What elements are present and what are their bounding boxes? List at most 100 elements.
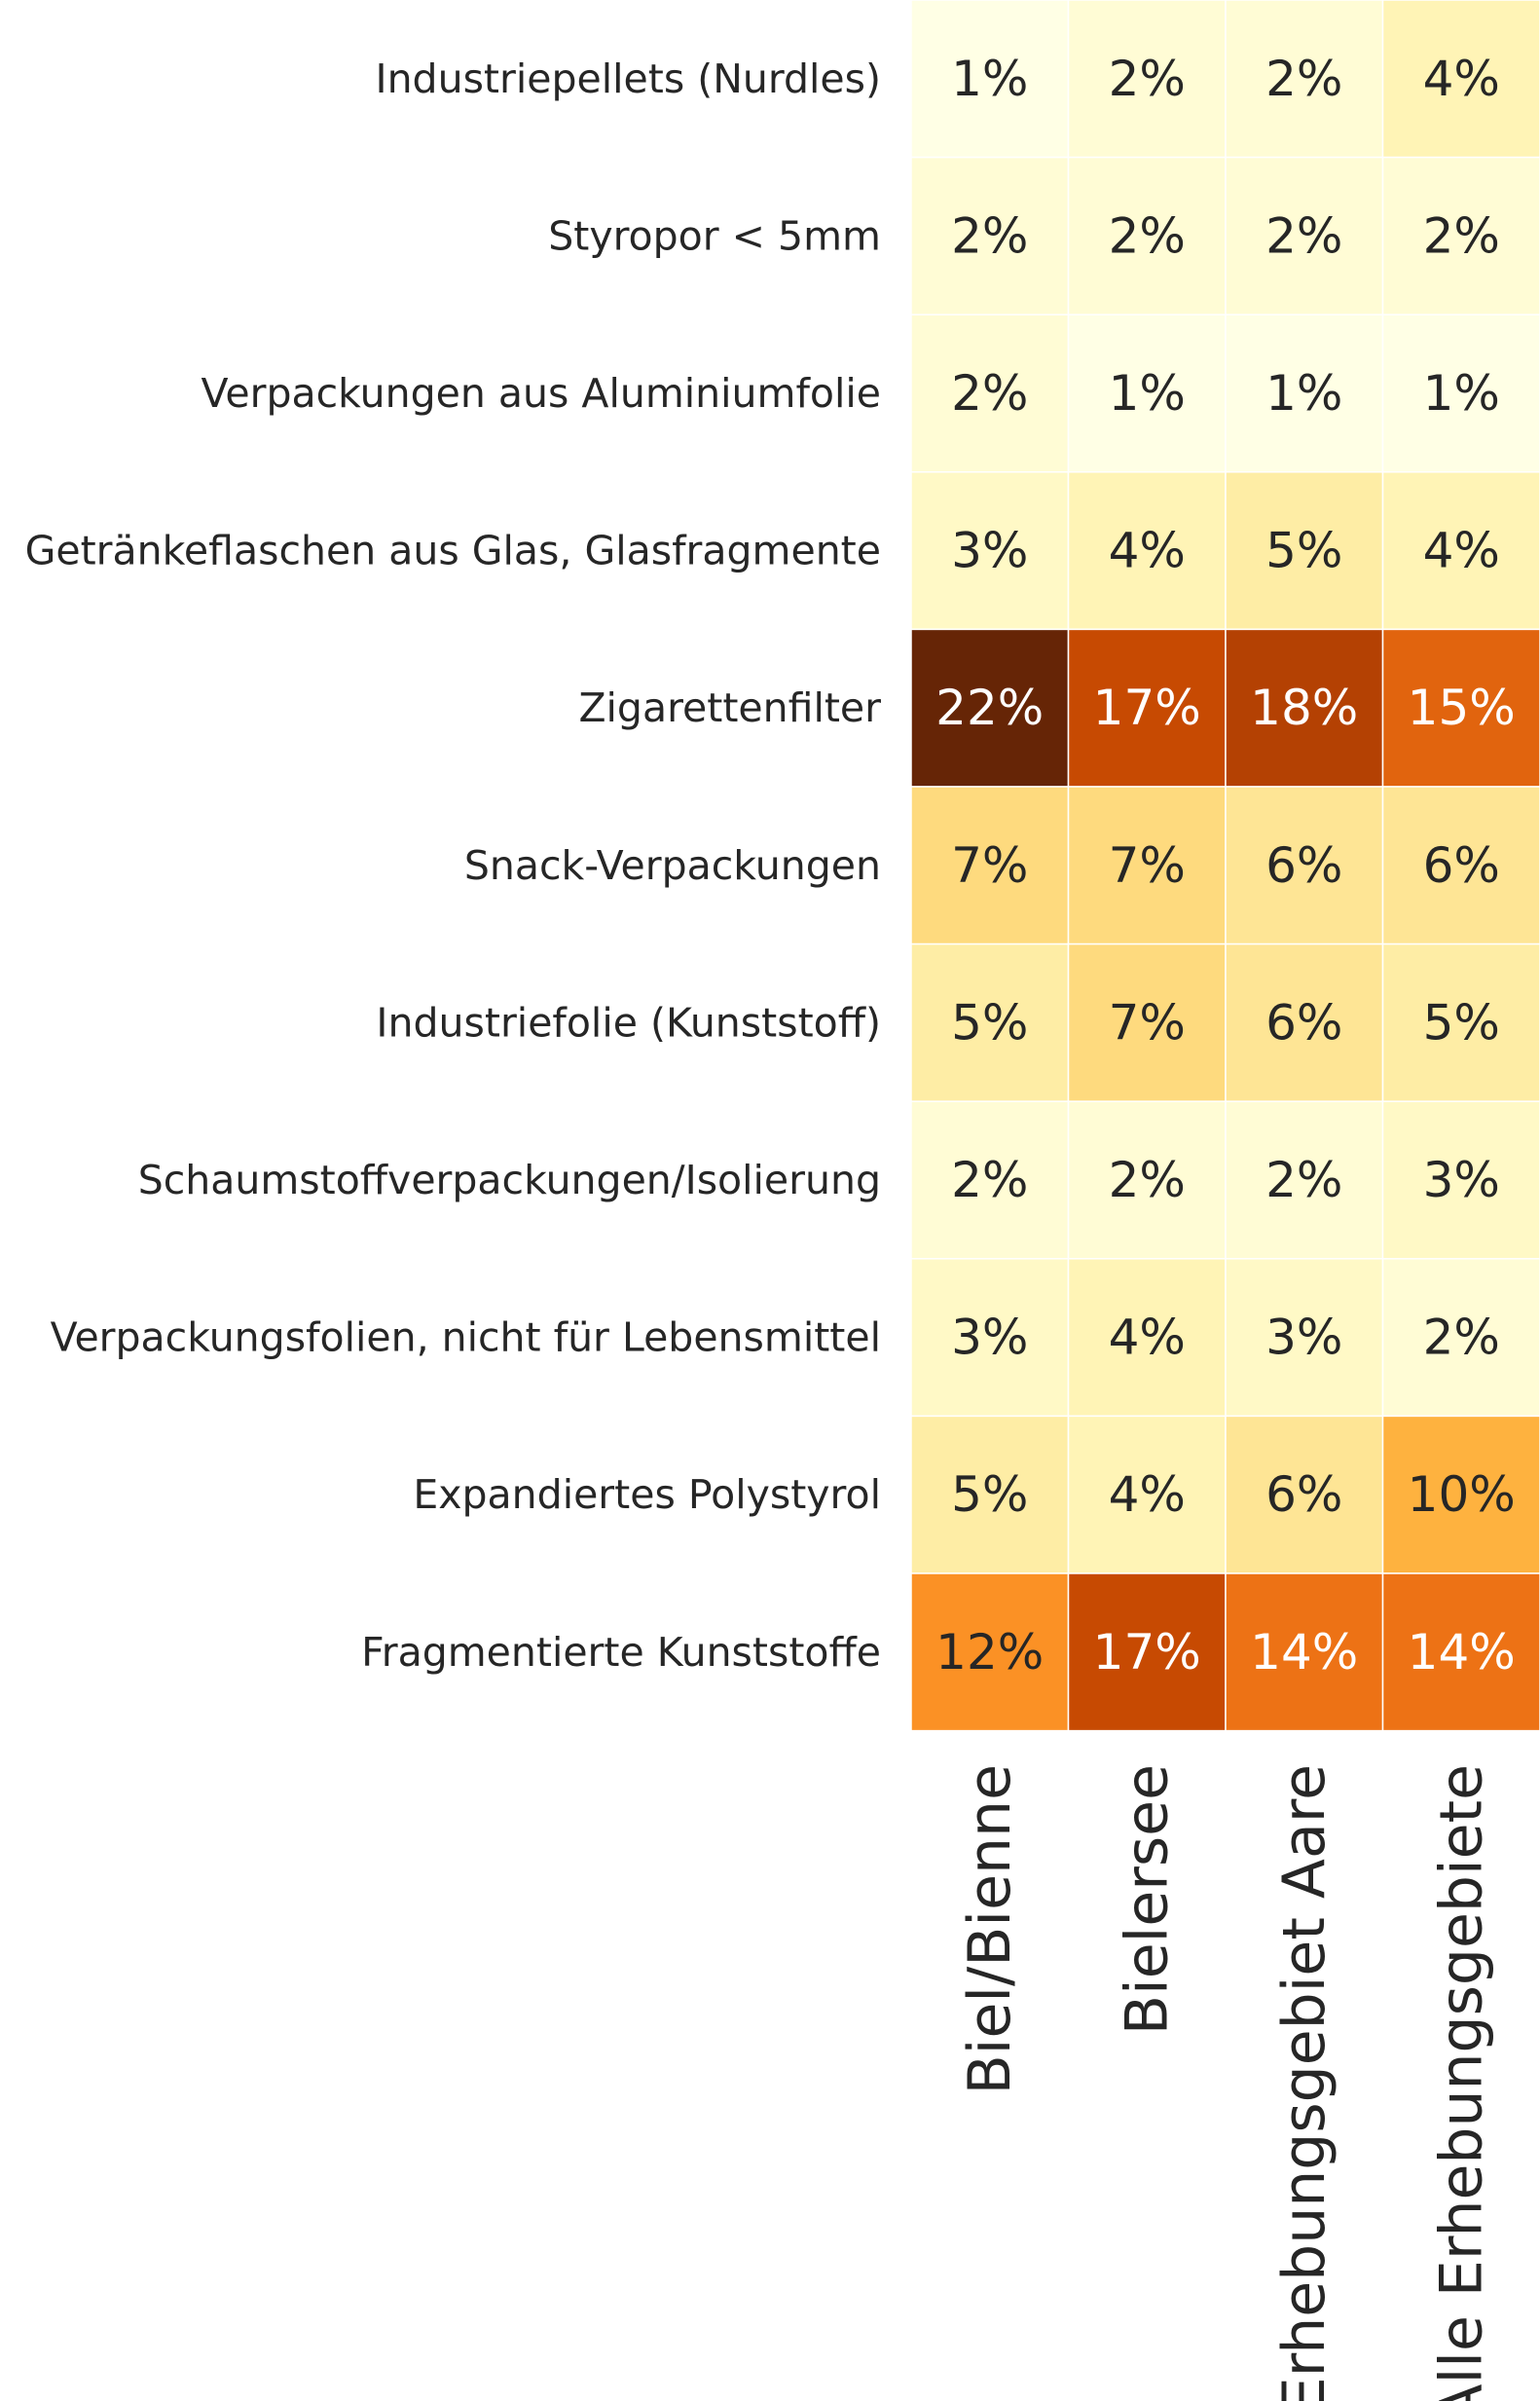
cell-value-label: 2% (951, 1152, 1028, 1208)
cell-value-label: 5% (951, 1466, 1028, 1523)
column-labels: Biel/Bienne Bielersee Erhebungsgebiet Aare… (956, 1764, 1496, 2401)
heatmap-cell (1067, 786, 1227, 945)
cell-value-label: 22% (935, 680, 1044, 736)
cell-value-label: 15% (1408, 680, 1516, 736)
row-tick-label: Snack-Verpackungen (464, 842, 881, 889)
heatmap-cell (1225, 156, 1384, 315)
heatmap-cell (1381, 0, 1540, 159)
cell-value-label: 4% (1109, 523, 1186, 579)
cell-value-label: 17% (1093, 680, 1201, 736)
heatmap-cell (1381, 471, 1540, 631)
cell-value-label: 6% (1265, 1466, 1342, 1523)
row-tick-label: Getränkeflaschen aus Glas, Glasfragmente (25, 528, 881, 574)
cell-value-label: 12% (935, 1624, 1044, 1681)
row-tick-label: Schaumstoffverpackungen/Isolierung (138, 1157, 881, 1203)
cell-value-label: 7% (951, 837, 1028, 894)
heatmap-cell (910, 1415, 1070, 1574)
column-tick-label: Biel/Bienne (956, 1764, 1024, 2094)
cell-value-label: 1% (951, 51, 1028, 107)
heatmap-cell (1067, 1415, 1227, 1574)
cell-value-label: 6% (1423, 837, 1500, 894)
heatmap-cell (910, 1258, 1070, 1418)
cell-value-label: 5% (1423, 994, 1500, 1051)
cell-value-label: 3% (1265, 1310, 1342, 1366)
heatmap-cell (1225, 942, 1384, 1102)
cell-value-label: 4% (1423, 523, 1500, 579)
heatmap-cell (1225, 1572, 1384, 1732)
row-tick-label: Styropor < 5mm (548, 212, 881, 259)
cell-value-label: 4% (1423, 51, 1500, 107)
row-tick-label: Verpackungsfolien, nicht für Lebensmitte… (51, 1314, 881, 1361)
cell-value-label: 6% (1265, 994, 1342, 1051)
heatmap-cell (1067, 1258, 1227, 1418)
heatmap-cell (1381, 942, 1540, 1102)
cell-value-label: 1% (1265, 365, 1342, 422)
cell-value-label: 14% (1408, 1624, 1516, 1681)
row-tick-label: Zigarettenfilter (578, 684, 881, 731)
cell-value-label: 2% (1423, 1310, 1500, 1366)
heatmap-cell (910, 1572, 1070, 1732)
heatmap-cell (1225, 0, 1384, 159)
cell-value-label: 2% (1109, 1152, 1186, 1208)
cell-value-label: 1% (1423, 365, 1500, 422)
row-tick-label: Verpackungen aus Aluminiumfolie (202, 370, 881, 417)
cell-value-label: 2% (1423, 207, 1500, 264)
cell-value-label: 4% (1109, 1466, 1186, 1523)
cell-value-label: 2% (1109, 207, 1186, 264)
cell-value-label: 2% (1265, 51, 1342, 107)
row-tick-label: Industriefolie (Kunststoff) (376, 999, 881, 1046)
heatmap-cell (1225, 1258, 1384, 1418)
cell-value-label: 18% (1250, 680, 1358, 736)
column-tick-label: Bielersee (1113, 1764, 1181, 2035)
heatmap-cell (1225, 1415, 1384, 1574)
row-tick-label: Expandiertes Polystyrol (413, 1471, 881, 1518)
heatmap-cell (910, 942, 1070, 1102)
heatmap-cell (910, 314, 1070, 473)
heatmap-cell (1381, 156, 1540, 315)
cell-value-label: 2% (951, 207, 1028, 264)
cell-value-label: 2% (951, 365, 1028, 422)
heatmap-cell (1067, 1100, 1227, 1260)
cell-value-label: 3% (951, 523, 1028, 579)
column-tick-label: Erhebungsgebiet Aare (1270, 1764, 1338, 2401)
heatmap-cell (1067, 0, 1227, 159)
column-tick-label: Alle Erhebungsgebiete (1427, 1764, 1495, 2401)
row-labels: Industriepellets (Nurdles) Styropor < 5mm… (25, 55, 882, 1676)
cell-value-label: 10% (1408, 1466, 1516, 1523)
heatmap-cell (1381, 1100, 1540, 1260)
cell-value-label: 3% (951, 1310, 1028, 1366)
heatmap-cell (1067, 1572, 1227, 1732)
cell-value-label: 2% (1265, 207, 1342, 264)
heatmap-cell (910, 786, 1070, 945)
heatmap-cell (1067, 314, 1227, 473)
heatmap-cell (1225, 471, 1384, 631)
cell-value-label: 5% (951, 994, 1028, 1051)
heatmap-cell (1067, 471, 1227, 631)
row-tick-label: Industriepellets (Nurdles) (375, 55, 881, 102)
cell-value-label: 3% (1423, 1152, 1500, 1208)
heatmap-cell (1381, 1258, 1540, 1418)
heatmap-cell (1225, 628, 1384, 788)
heatmap-cell (910, 471, 1070, 631)
cell-value-label: 14% (1250, 1624, 1358, 1681)
cell-value-label: 6% (1265, 837, 1342, 894)
heatmap-cell (1067, 942, 1227, 1102)
cell-value-label: 7% (1109, 837, 1186, 894)
heatmap-cell (910, 0, 1070, 159)
heatmap-cell (1381, 314, 1540, 473)
heatmap-cell (1067, 156, 1227, 315)
cell-value-label: 4% (1109, 1310, 1186, 1366)
row-tick-label: Fragmentierte Kunststoffe (361, 1629, 881, 1676)
heatmap-cells: 1% 2% 2% 4% 2% 2% 2% 2% 2% 1% 1% 1% 3% 4% 5% 4% 22% 17% 18… (910, 0, 1540, 1732)
heatmap-cell (910, 156, 1070, 315)
heatmap-cell (1381, 786, 1540, 945)
cell-value-label: 17% (1093, 1624, 1201, 1681)
heatmap-cell (910, 1100, 1070, 1260)
heatmap-cell (1225, 786, 1384, 945)
cell-value-label: 5% (1265, 523, 1342, 579)
heatmap-cell (1225, 1100, 1384, 1260)
heatmap-cell (1381, 1572, 1540, 1732)
cell-value-label: 7% (1109, 994, 1186, 1051)
cell-value-label: 2% (1265, 1152, 1342, 1208)
